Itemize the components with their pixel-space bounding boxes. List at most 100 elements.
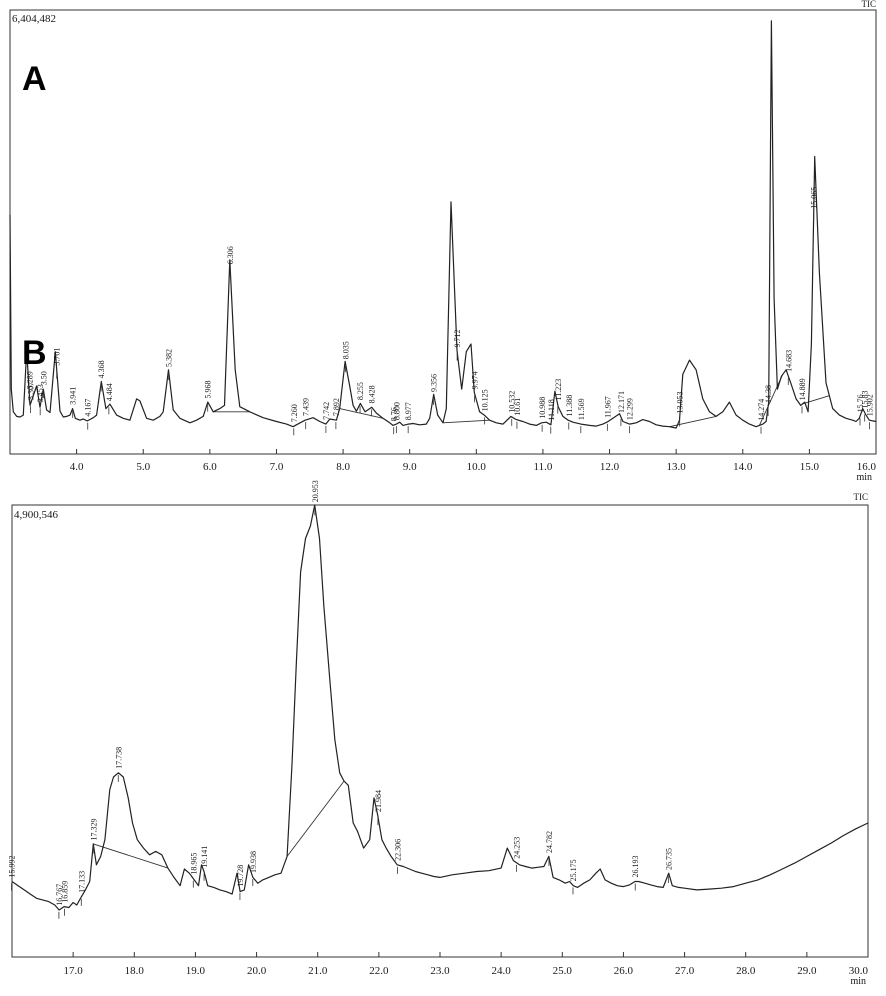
peak-rt-label: 8.428 <box>368 385 377 403</box>
x-axis-tick-label: 25.0 <box>553 965 573 977</box>
peak-rt-label: 3.307 <box>27 382 36 400</box>
x-axis-tick-label: 26.0 <box>614 965 634 977</box>
panel-b-x-axis: 17.0 18.0 19.0 20.0 21.0 22.0 23.0 24.0 25.0 26.0… <box>64 952 869 977</box>
panel-a-x-unit: min <box>856 472 872 483</box>
peak-rt-label: 8.255 <box>356 382 365 400</box>
peak-rt-label: 25.175 <box>569 859 578 881</box>
x-axis-tick-label: 6.0 <box>203 461 217 473</box>
peak-rt-label: 26.735 <box>664 848 673 870</box>
x-axis-tick-label: 10.0 <box>467 461 487 473</box>
peak-rt-label: 9.974 <box>471 371 480 389</box>
peak-baseline <box>442 419 490 424</box>
peak-rt-label: 15.902 <box>866 394 875 416</box>
x-axis-tick-label: 29.0 <box>797 965 817 977</box>
peak-rt-label: 15.992 <box>8 856 17 878</box>
x-axis-tick-label: 17.0 <box>64 965 84 977</box>
x-axis-tick-label: 23.0 <box>430 965 450 977</box>
peak-baseline <box>286 780 345 857</box>
peak-rt-label: 19.728 <box>236 865 245 887</box>
peak-rt-label: 26.193 <box>631 856 640 878</box>
peak-rt-label: 14.274 <box>757 399 766 421</box>
peak-rt-label: 15.065 <box>810 187 819 209</box>
peak-rt-label: 10.61 <box>513 398 522 416</box>
panel-b-tic-trace <box>11 504 869 911</box>
x-axis-tick-label: 11.0 <box>534 461 553 473</box>
peak-rt-label: 5.968 <box>204 381 213 399</box>
peak-rt-label: 11.569 <box>577 398 586 420</box>
peak-rt-label: 14.683 <box>784 350 793 372</box>
peak-rt-label: 11.223 <box>554 379 563 401</box>
peak-rt-label: 14.889 <box>798 378 807 400</box>
x-axis-tick-label: 13.0 <box>667 461 687 473</box>
x-axis-tick-label: 9.0 <box>403 461 417 473</box>
peak-rt-label: 10.125 <box>481 389 490 411</box>
x-axis-tick-label: 14.0 <box>733 461 753 473</box>
x-axis-tick-label: 15.0 <box>800 461 820 473</box>
x-axis-tick-label: 27.0 <box>675 965 695 977</box>
peak-rt-label: 7.260 <box>290 404 299 422</box>
panel-b-signal-label: TIC <box>854 492 869 502</box>
x-axis-tick-label: 20.0 <box>247 965 267 977</box>
peak-rt-label: 16.859 <box>61 881 70 903</box>
x-axis-tick-label: 28.0 <box>736 965 756 977</box>
peak-rt-label: 11.967 <box>603 396 612 418</box>
x-axis-tick-label: 8.0 <box>336 461 350 473</box>
x-axis-tick-label: 24.0 <box>492 965 512 977</box>
panel-b-baselines <box>93 780 345 869</box>
peak-rt-label: 3.289 <box>25 371 34 389</box>
peak-rt-label: 17.329 <box>89 819 98 841</box>
peak-rt-label: 13.053 <box>676 392 685 414</box>
x-axis-tick-label: 12.0 <box>600 461 620 473</box>
peak-rt-label: 4.167 <box>84 399 93 417</box>
peak-baseline <box>802 395 830 405</box>
peak-rt-label: 8.977 <box>404 402 413 420</box>
x-axis-tick-label: 22.0 <box>369 965 389 977</box>
peak-baseline <box>93 843 169 869</box>
peak-rt-label: 8.035 <box>341 341 350 359</box>
peak-rt-label: 22.306 <box>394 839 403 861</box>
peak-rt-label: 7.892 <box>332 398 341 416</box>
peak-rt-label: 21.984 <box>374 790 383 812</box>
peak-rt-label: 12.299 <box>626 398 635 420</box>
peak-baseline <box>339 408 384 419</box>
peak-rt-label: 3.701 <box>53 348 62 366</box>
peak-rt-label: 10.988 <box>538 397 547 419</box>
x-axis-tick-label: 18.0 <box>125 965 145 977</box>
panel-a-tic-trace <box>9 20 877 429</box>
panel-a-signal-label: TIC <box>862 0 877 9</box>
peak-rt-label: 17.738 <box>114 747 123 769</box>
peak-rt-label: 15.83 <box>861 391 870 409</box>
peak-rt-label: 8.800 <box>392 402 401 420</box>
x-axis-tick-label: 7.0 <box>270 461 284 473</box>
peak-rt-label: 7.742 <box>322 402 331 420</box>
panel-b-x-unit: min <box>850 976 866 987</box>
peak-rt-label: 4.484 <box>105 383 114 401</box>
peak-rt-label: 10.532 <box>508 391 517 413</box>
peak-rt-label: 8.76 <box>390 407 399 421</box>
peak-rt-label: 3.50 <box>39 371 48 385</box>
peak-rt-label: 15.76 <box>856 394 865 412</box>
peak-rt-label: 9.356 <box>429 374 438 392</box>
peak-rt-label: 5.382 <box>165 349 174 367</box>
panel-b-plot-frame <box>11 504 869 958</box>
panel-b-y-max-label: 4,900,546 <box>14 509 59 521</box>
x-axis-tick-label: 16.0 <box>857 461 877 473</box>
peak-rt-label: 16.767 <box>55 884 64 906</box>
peak-rt-label: 11.388 <box>565 395 574 417</box>
x-axis-tick-label: 4.0 <box>70 461 84 473</box>
peak-rt-label: 17.133 <box>77 871 86 893</box>
peak-rt-label: 20.953 <box>311 480 320 502</box>
x-axis-tick-label: 21.0 <box>308 965 328 977</box>
peak-rt-label: 4.368 <box>97 360 106 378</box>
panel-a-x-axis: 4.0 5.0 6.0 7.0 8.0 9.0 10.0 11.0 12.0 13.0 14.0 15… <box>70 449 877 473</box>
peak-rt-label: 18.965 <box>189 853 198 875</box>
panel-b-letter: B <box>22 334 47 372</box>
peak-rt-label: 3.941 <box>69 387 78 405</box>
peak-rt-label: 12.171 <box>617 391 626 413</box>
panel-a-letter: A <box>22 60 47 98</box>
